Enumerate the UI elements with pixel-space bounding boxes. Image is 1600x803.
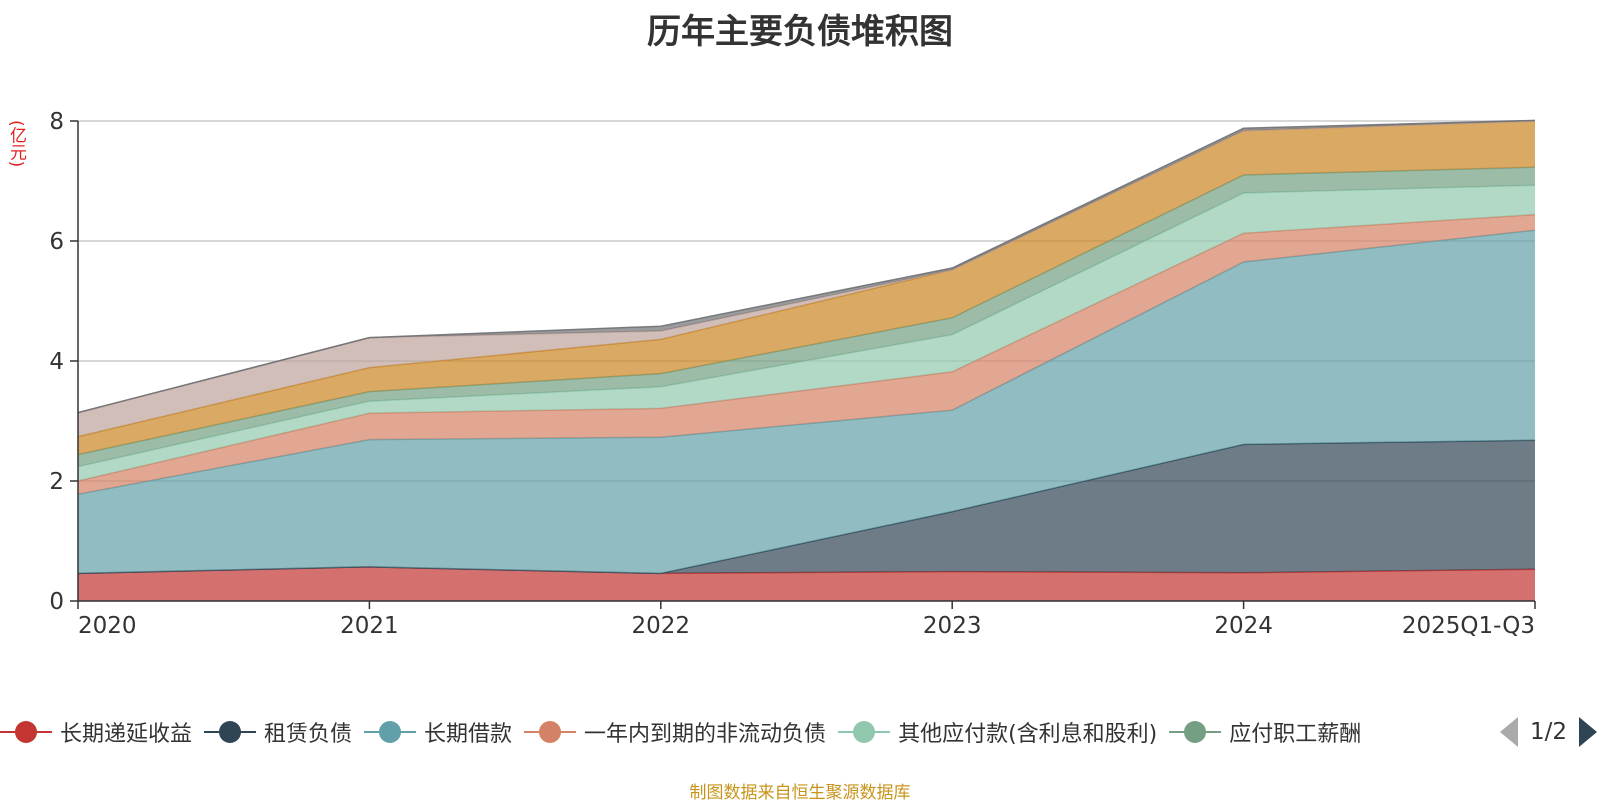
- chart-title: 历年主要负债堆积图: [647, 12, 953, 52]
- legend-marker-icon: [524, 717, 577, 747]
- y-tick-label: 6: [49, 229, 64, 255]
- axis-layer: 0 2 4 6 8 2020 2021 2022 2023 2024 2025Q1-Q3: [49, 109, 1536, 639]
- y-tick-label: 0: [49, 589, 64, 615]
- legend-label: 应付职工薪酬: [1229, 722, 1362, 747]
- area-series-5[interactable]: [78, 167, 1535, 467]
- legend-marker-icon: [838, 717, 891, 747]
- x-tick-label: 2022: [632, 613, 691, 639]
- legend-page-label: 1/2: [1530, 719, 1568, 745]
- legend-label: 一年内到期的非流动负债: [584, 722, 827, 747]
- legend-pager: 1/2: [1500, 712, 1598, 752]
- legend-marker-icon: [0, 717, 52, 747]
- area-series-4[interactable]: [78, 185, 1535, 481]
- y-tick-label: 8: [49, 109, 64, 135]
- area-layer: [77, 119, 1536, 601]
- area-series-6[interactable]: [78, 121, 1535, 455]
- legend-label: 长期借款: [424, 722, 513, 747]
- y-tick-label: 4: [49, 349, 64, 375]
- legend-prev-page-icon[interactable]: [1500, 717, 1518, 747]
- legend-marker-icon: [364, 717, 417, 747]
- legend-label: 租赁负债: [264, 722, 353, 747]
- legend-next-page-icon[interactable]: [1579, 717, 1598, 747]
- legend-label: 其他应付款(含利息和股利): [898, 722, 1158, 747]
- legend-item[interactable]: 应付职工薪酬: [1169, 712, 1361, 752]
- x-tick-label: 2025Q1-Q3: [1402, 613, 1535, 639]
- x-tick-label: 2023: [923, 613, 982, 639]
- legend-item[interactable]: 一年内到期的非流动负债: [524, 712, 826, 752]
- area-series-0[interactable]: [78, 566, 1535, 601]
- area-series-7[interactable]: [78, 121, 1535, 437]
- series-line-8: [77, 119, 1536, 414]
- legend-item[interactable]: 长期借款: [364, 712, 512, 752]
- source-note: 制图数据来自恒生聚源数据库: [689, 783, 911, 803]
- x-tick-label: 2020: [78, 613, 137, 639]
- legend: 长期递延收益 租赁负债 长期借款 一年内到期的非流动负债 其他应付款(含利息和股利) 应付…: [0, 712, 1490, 752]
- area-series-1[interactable]: [78, 440, 1535, 574]
- legend-label: 长期递延收益: [60, 722, 193, 747]
- legend-item[interactable]: 其他应付款(含利息和股利): [838, 712, 1157, 752]
- legend-marker-icon: [1169, 717, 1222, 747]
- y-axis-unit-label: (亿元): [6, 120, 26, 168]
- area-series-2[interactable]: [78, 230, 1535, 574]
- legend-item[interactable]: 长期递延收益: [0, 712, 192, 752]
- area-series-3[interactable]: [78, 214, 1535, 495]
- y-tick-label: 2: [49, 469, 64, 495]
- x-tick-label: 2024: [1214, 613, 1273, 639]
- x-tick-label: 2021: [340, 613, 399, 639]
- legend-marker-icon: [204, 717, 257, 747]
- legend-item[interactable]: 租赁负债: [204, 712, 352, 752]
